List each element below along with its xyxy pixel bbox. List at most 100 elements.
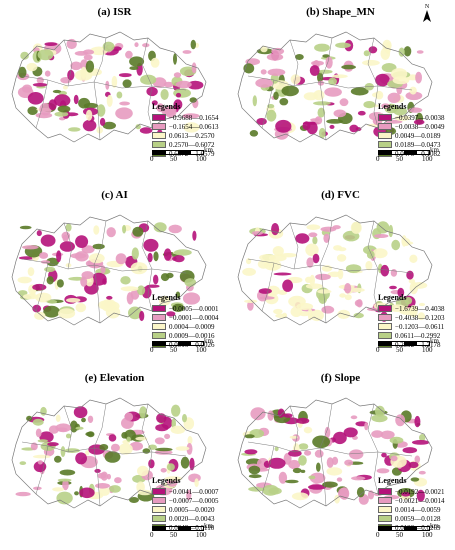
region-patch <box>277 408 285 418</box>
legend-swatch <box>152 506 166 513</box>
region-patch <box>187 80 204 90</box>
legend-label: −1.6739—0.4038 <box>395 304 445 313</box>
region-patch <box>182 113 200 119</box>
region-patch <box>26 415 33 422</box>
scale-tick-0: 0 <box>376 531 380 539</box>
region-patch <box>259 254 276 262</box>
legend-swatch <box>152 132 166 139</box>
scale-bar: 0 50 100 km <box>376 146 455 164</box>
region-patch <box>305 276 313 283</box>
district-boundary <box>93 403 107 449</box>
region-patch <box>39 252 49 259</box>
district-boundary <box>261 262 275 312</box>
region-patch <box>55 423 72 433</box>
legend-label: 0.0059—0.0128 <box>395 514 441 523</box>
region-patch <box>163 248 172 261</box>
region-patch <box>80 276 88 287</box>
legend-row: −0.0001—0.0004 <box>152 313 218 322</box>
region-patch <box>87 415 94 423</box>
legend-row: 0.0613—0.2570 <box>152 131 218 140</box>
map-c <box>11 214 207 326</box>
region-patch <box>333 109 347 118</box>
region-patch <box>105 80 110 90</box>
district-boundary <box>319 264 327 324</box>
scale-tick-0: 0 <box>150 155 154 163</box>
region-patch <box>52 89 62 94</box>
region-patch <box>390 455 398 462</box>
region-patch <box>317 289 332 294</box>
region-patch <box>312 236 318 245</box>
scale-bar-graphic <box>152 341 204 346</box>
study-area-boundary <box>237 31 433 143</box>
panel-title: (e) Elevation <box>84 372 145 384</box>
region-patch <box>99 117 106 126</box>
scale-bar-graphic <box>152 150 204 155</box>
region-patch <box>392 76 410 85</box>
legend-row: −0.0192—0.0021 <box>378 487 444 496</box>
region-patch <box>248 465 261 475</box>
region-patch <box>171 404 181 417</box>
legend-row: −0.9688—0.1654 <box>152 113 218 122</box>
region-patch <box>173 53 177 65</box>
district-boundary <box>93 220 107 266</box>
region-patch <box>147 252 153 263</box>
region-patch <box>288 459 301 470</box>
region-patch <box>164 433 171 440</box>
region-patch <box>78 97 91 109</box>
district-boundary <box>63 39 73 87</box>
region-patch <box>326 467 343 476</box>
region-patch <box>160 89 169 100</box>
region-patch <box>357 110 366 116</box>
legend-row: 0.2570—0.6072 <box>152 140 218 149</box>
region-patch <box>409 254 418 263</box>
scale-tick-50: 50 <box>170 346 177 354</box>
region-patch <box>19 225 32 230</box>
legend-swatch <box>152 305 166 312</box>
region-patch <box>365 260 373 271</box>
region-patch <box>320 226 337 232</box>
region-patch <box>146 284 160 288</box>
region-patch <box>68 127 81 132</box>
legend-row: −0.0041—0.0007 <box>152 487 218 496</box>
region-patch <box>168 224 182 234</box>
legend-row: −0.0021—0.0014 <box>378 496 444 505</box>
panel-title: (d) FVC <box>321 189 360 201</box>
region-patch <box>109 485 121 493</box>
region-patch <box>271 223 280 236</box>
region-patch <box>124 412 134 422</box>
region-patch <box>95 483 110 489</box>
region-patch <box>137 285 146 296</box>
region-patch <box>366 250 375 259</box>
region-patch <box>182 414 187 423</box>
region-patch <box>32 83 48 87</box>
region-patch <box>325 56 333 69</box>
region-patch <box>298 455 307 466</box>
region-patch <box>18 66 27 78</box>
panel-d: (d) FVC Legends −1.6739—0.4038 −0.4038—0… <box>228 185 453 367</box>
district-boundary <box>147 451 153 495</box>
region-patch <box>142 43 150 48</box>
region-patch <box>260 45 268 53</box>
region-patch <box>67 69 75 81</box>
region-patch <box>33 486 42 490</box>
region-patch <box>33 454 51 459</box>
region-patch <box>323 233 330 243</box>
district-boundary <box>93 81 101 141</box>
region-patch <box>394 115 410 121</box>
legend-row: 0.0611—0.2992 <box>378 331 444 340</box>
region-patch <box>97 472 107 479</box>
legend-title: Legends <box>152 293 181 302</box>
region-patch <box>15 491 31 497</box>
legend-title: Legends <box>378 102 407 111</box>
scale-unit: km <box>204 522 213 530</box>
region-patch <box>129 56 145 67</box>
region-patch <box>328 77 337 86</box>
region-patch <box>329 124 335 129</box>
region-patch <box>70 61 82 71</box>
legend-row: 0.0004—0.0009 <box>152 322 218 331</box>
region-patch <box>119 101 130 106</box>
region-patch <box>391 239 401 251</box>
legend-label: 0.0473—0.1082 <box>395 149 441 158</box>
district-boundary <box>261 445 275 495</box>
scale-tick-50: 50 <box>396 155 403 163</box>
